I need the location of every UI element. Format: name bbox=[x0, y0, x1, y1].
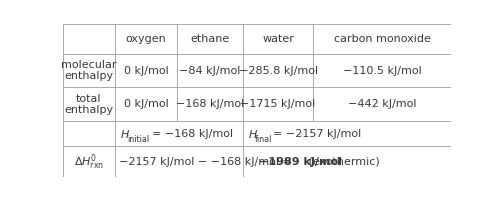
Text: −1989 kJ/mol: −1989 kJ/mol bbox=[259, 157, 342, 167]
Text: $\mathit{H}$: $\mathit{H}$ bbox=[120, 128, 130, 140]
Text: −84 kJ/mol: −84 kJ/mol bbox=[179, 66, 241, 76]
Text: = −2157 kJ/mol: = −2157 kJ/mol bbox=[274, 129, 362, 139]
Text: 0 kJ/mol: 0 kJ/mol bbox=[124, 66, 168, 76]
Text: total
enthalpy: total enthalpy bbox=[64, 94, 113, 115]
Text: carbon monoxide: carbon monoxide bbox=[334, 34, 430, 44]
Text: (exothermic): (exothermic) bbox=[305, 157, 379, 167]
Text: $\Delta H^0_\mathrm{rxn}$: $\Delta H^0_\mathrm{rxn}$ bbox=[74, 152, 104, 172]
Text: molecular
enthalpy: molecular enthalpy bbox=[61, 60, 117, 81]
Text: −285.8 kJ/mol: −285.8 kJ/mol bbox=[238, 66, 318, 76]
Text: −168 kJ/mol: −168 kJ/mol bbox=[176, 99, 244, 109]
Text: ethane: ethane bbox=[190, 34, 230, 44]
Text: final: final bbox=[255, 135, 273, 144]
Text: −442 kJ/mol: −442 kJ/mol bbox=[348, 99, 416, 109]
Text: water: water bbox=[262, 34, 294, 44]
Text: oxygen: oxygen bbox=[126, 34, 166, 44]
Text: $\mathit{H}$: $\mathit{H}$ bbox=[248, 128, 258, 140]
Text: −110.5 kJ/mol: −110.5 kJ/mol bbox=[343, 66, 421, 76]
Text: −2157 kJ/mol − −168 kJ/mol =: −2157 kJ/mol − −168 kJ/mol = bbox=[119, 157, 295, 167]
Text: 0 kJ/mol: 0 kJ/mol bbox=[124, 99, 168, 109]
Text: initial: initial bbox=[127, 135, 149, 144]
Text: −1715 kJ/mol: −1715 kJ/mol bbox=[240, 99, 316, 109]
Text: = −168 kJ/mol: = −168 kJ/mol bbox=[151, 129, 232, 139]
